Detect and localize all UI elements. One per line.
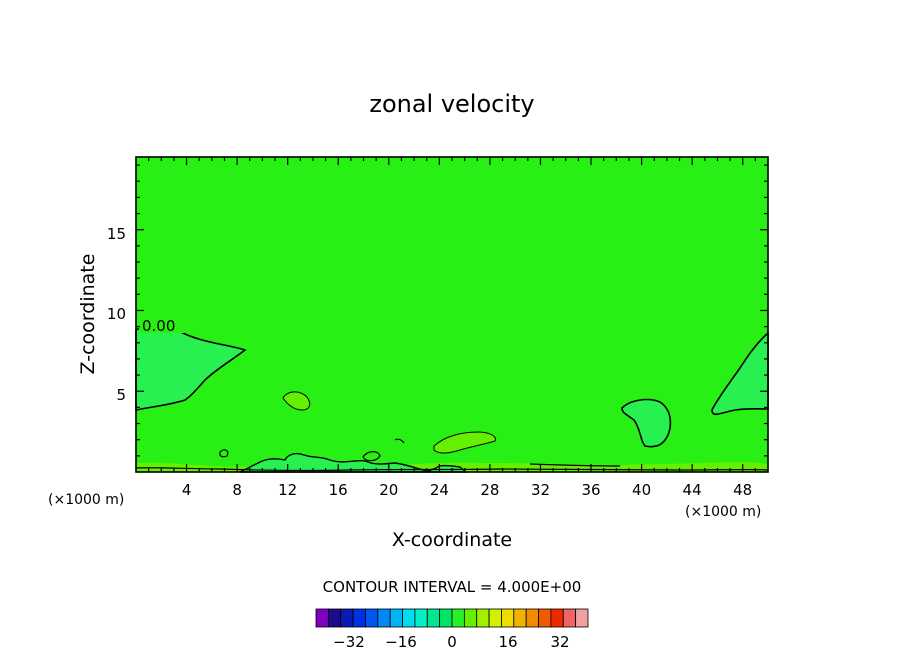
colorbar-swatch [327,608,342,628]
y-axis-label: Z-coordinate [77,254,99,375]
colorbar-swatch [463,608,478,628]
x-tick-label: 44 [683,481,702,499]
colorbar-swatch [365,608,379,628]
colorbar-swatch [451,608,465,628]
colorbar-swatch [575,608,589,628]
colorbar-swatch [562,608,577,628]
x-axis-label: X-coordinate [392,529,512,551]
x-tick-labels: 4 8 12 16 20 24 28 32 36 40 44 48 [182,481,752,499]
positive-region-small [282,391,311,411]
colorbar-tick-label: −16 [385,633,417,651]
colorbar-swatch [389,608,403,628]
contour-label-bg [139,316,184,333]
x-tick-label: 48 [733,481,752,499]
colorbar-tick-labels: −32 −16 0 16 32 [333,633,569,651]
colorbar-swatch [315,608,329,628]
x-tick-label: 40 [632,481,651,499]
colorbar-tick-label: −32 [333,633,365,651]
bottom-band-negative [239,452,468,473]
contour-label: 0.00 [142,317,175,335]
colorbar-swatch [525,608,539,628]
x-unit-label-right: (×1000 m) [685,504,761,520]
x-tick-label: 12 [278,481,297,499]
x-tick-label: 20 [379,481,398,499]
x-tick-label: 8 [232,481,242,499]
y-tick-labels: 5 10 15 [107,225,126,404]
contour-line-small-3 [394,438,405,444]
colorbar-swatch [501,608,515,628]
contour-line-mid [529,463,621,467]
colorbar-tick-label: 0 [447,633,457,651]
colorbar-swatch [414,608,428,628]
x-tick-label: 24 [430,481,449,499]
colorbar [315,608,589,628]
x-tick-label: 36 [581,481,600,499]
colorbar-tick-label: 16 [498,633,517,651]
colorbar-swatch [476,608,490,628]
y-tick-label: 5 [116,386,126,404]
contour-line-small-2 [362,451,381,462]
y-tick-label: 10 [107,305,126,323]
negative-region-center-right [621,398,672,448]
x-tick-label: 28 [480,481,499,499]
colorbar-swatch [402,608,416,628]
positive-region-center [433,431,497,454]
contour-line-small-1 [219,449,229,458]
colorbar-swatch [550,608,564,628]
colorbar-swatch [340,608,354,628]
chart-title: zonal velocity [369,90,534,118]
colorbar-tick-label: 32 [550,633,569,651]
negative-region-right [711,331,769,416]
x-unit-label-left: (×1000 m) [48,492,124,508]
y-tick-label: 15 [107,225,126,243]
plot-background [136,157,768,472]
axis-ticks [136,157,768,472]
x-tick-label: 4 [182,481,192,499]
colorbar-swatch [377,608,391,628]
contour-interval-label: CONTOUR INTERVAL = 4.000E+00 [323,578,582,596]
colorbar-swatch [488,608,502,628]
x-tick-label: 32 [531,481,550,499]
colorbar-swatch [538,608,552,628]
colorbar-swatch [426,608,441,628]
colorbar-swatch [439,608,453,628]
colorbar-swatch [513,608,527,628]
colorbar-swatch [352,608,366,628]
x-tick-label: 16 [329,481,348,499]
